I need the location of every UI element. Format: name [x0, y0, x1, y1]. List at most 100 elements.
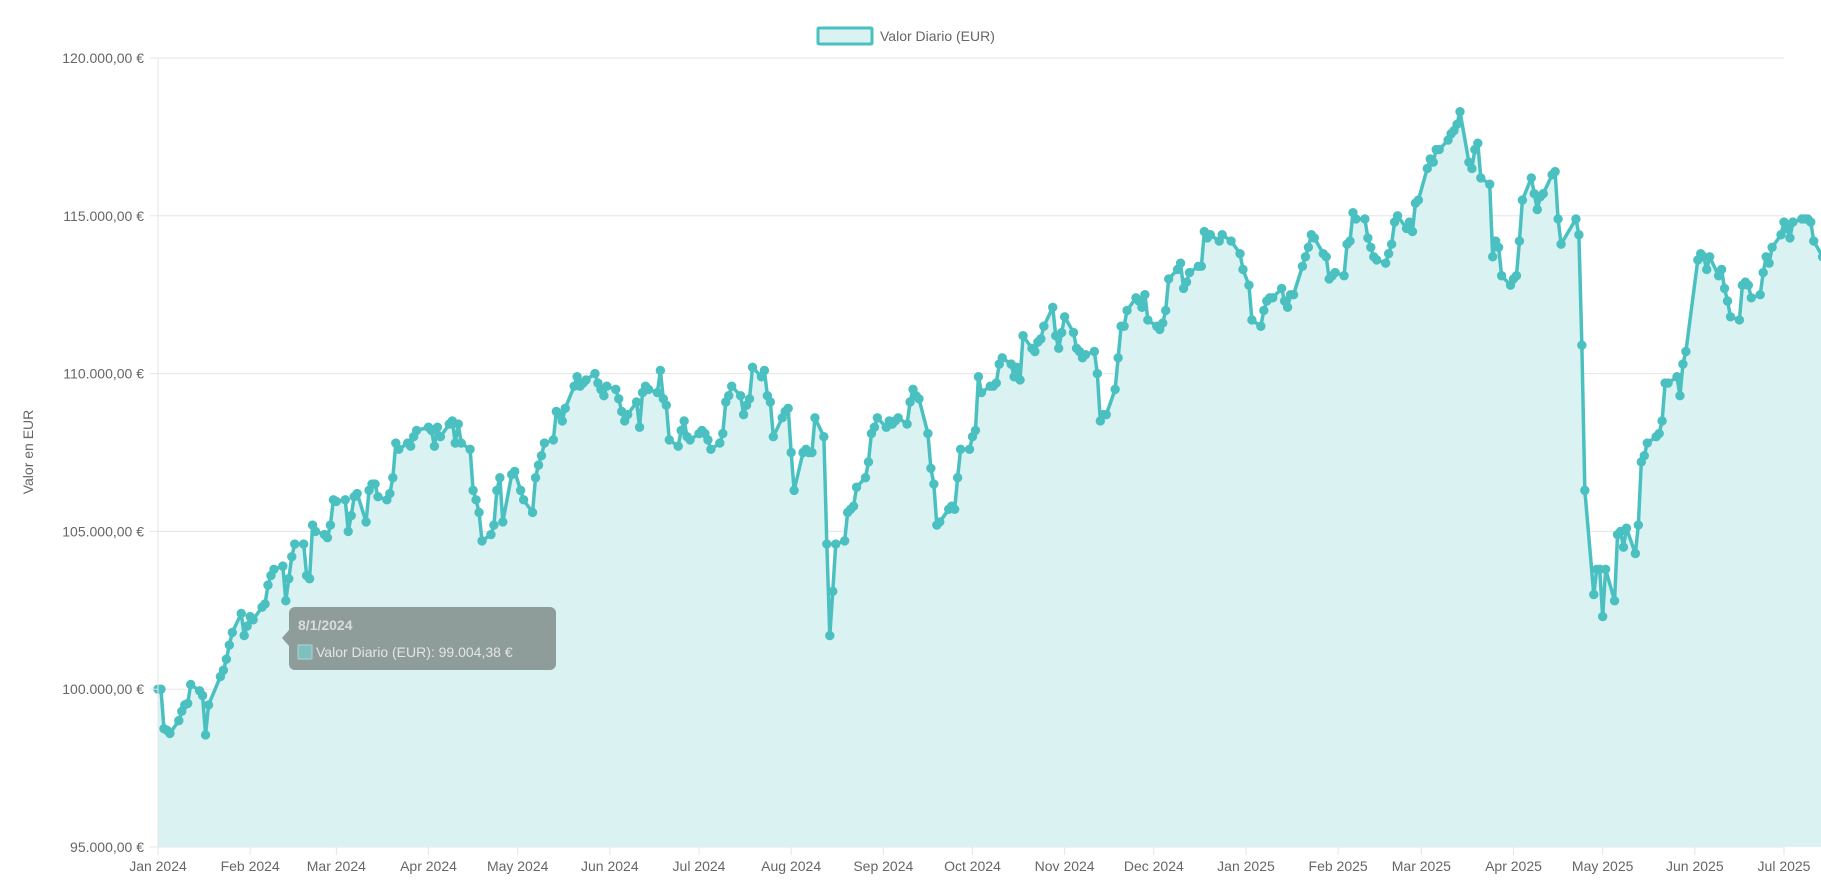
data-point[interactable] — [489, 520, 499, 530]
data-point[interactable] — [284, 574, 294, 584]
data-point[interactable] — [429, 441, 440, 451]
data-point[interactable] — [747, 362, 758, 372]
data-point[interactable] — [361, 517, 371, 527]
data-point[interactable] — [200, 730, 211, 740]
data-point[interactable] — [1663, 378, 1673, 388]
data-point[interactable] — [239, 630, 249, 641]
data-point[interactable] — [949, 504, 960, 515]
data-point[interactable] — [527, 507, 538, 518]
data-point[interactable] — [492, 485, 502, 496]
data-point[interactable] — [221, 654, 232, 664]
data-point[interactable] — [510, 466, 520, 477]
data-point[interactable] — [1247, 315, 1257, 325]
data-point[interactable] — [783, 403, 793, 414]
data-point[interactable] — [1716, 264, 1727, 275]
data-point[interactable] — [435, 432, 446, 442]
data-point[interactable] — [825, 630, 835, 641]
data-point[interactable] — [872, 413, 883, 423]
data-point[interactable] — [1413, 195, 1424, 205]
data-point[interactable] — [1782, 223, 1792, 234]
data-point[interactable] — [224, 640, 235, 650]
data-point[interactable] — [515, 485, 526, 496]
data-point[interactable] — [902, 419, 912, 429]
data-point[interactable] — [498, 517, 508, 527]
legend[interactable]: Valor Diario (EUR) — [816, 26, 995, 46]
data-point[interactable] — [789, 485, 799, 496]
data-point[interactable] — [926, 463, 936, 473]
data-point[interactable] — [533, 460, 544, 470]
data-point[interactable] — [530, 473, 541, 483]
data-point[interactable] — [807, 447, 817, 458]
data-point[interactable] — [1428, 157, 1438, 167]
data-point[interactable] — [1654, 428, 1664, 439]
data-point[interactable] — [1764, 258, 1774, 268]
data-point[interactable] — [203, 700, 214, 710]
data-point[interactable] — [1609, 596, 1620, 606]
data-point[interactable] — [1788, 217, 1798, 227]
data-point[interactable] — [718, 428, 728, 439]
data-point[interactable] — [1048, 302, 1058, 313]
data-point[interactable] — [352, 488, 362, 499]
data-point[interactable] — [281, 596, 291, 606]
data-point[interactable] — [1363, 233, 1373, 243]
data-point[interactable] — [1618, 542, 1629, 552]
data-point[interactable] — [1297, 261, 1308, 271]
data-point[interactable] — [1309, 233, 1320, 243]
data-point[interactable] — [664, 435, 674, 445]
data-point[interactable] — [676, 425, 686, 436]
data-point[interactable] — [848, 501, 859, 511]
data-point[interactable] — [1351, 214, 1361, 224]
data-point[interactable] — [1434, 144, 1444, 155]
data-point[interactable] — [1538, 189, 1548, 199]
data-point[interactable] — [679, 416, 689, 426]
data-point[interactable] — [405, 441, 416, 451]
data-point[interactable] — [1407, 226, 1418, 237]
data-point[interactable] — [1514, 236, 1525, 246]
data-point[interactable] — [1196, 261, 1207, 271]
data-point[interactable] — [1574, 230, 1584, 240]
data-point[interactable] — [548, 435, 559, 445]
data-point[interactable] — [557, 416, 567, 426]
data-point[interactable] — [388, 473, 398, 483]
data-point[interactable] — [923, 428, 933, 439]
data-point[interactable] — [631, 397, 642, 407]
data-point[interactable] — [1360, 214, 1370, 224]
data-point[interactable] — [955, 444, 966, 455]
data-point[interactable] — [1015, 375, 1025, 385]
data-point[interactable] — [1056, 327, 1067, 338]
data-point[interactable] — [1550, 166, 1560, 177]
legend-label[interactable]: Valor Diario (EUR) — [880, 28, 995, 44]
data-point[interactable] — [310, 526, 321, 537]
data-point[interactable] — [1110, 384, 1120, 395]
data-point[interactable] — [1657, 416, 1667, 426]
data-point[interactable] — [1366, 242, 1376, 253]
data-point[interactable] — [1755, 290, 1765, 300]
data-point[interactable] — [471, 495, 481, 505]
data-point[interactable] — [539, 438, 550, 448]
data-point[interactable] — [331, 496, 342, 507]
data-point[interactable] — [385, 488, 395, 499]
data-point[interactable] — [860, 473, 871, 483]
data-point[interactable] — [1380, 258, 1391, 268]
data-point[interactable] — [1597, 611, 1608, 622]
data-point[interactable] — [1580, 485, 1590, 496]
data-point[interactable] — [1345, 236, 1355, 246]
data-point[interactable] — [634, 422, 645, 432]
data-point[interactable] — [242, 621, 252, 631]
data-point[interactable] — [1282, 302, 1293, 313]
data-point[interactable] — [1039, 321, 1049, 331]
data-point[interactable] — [1339, 271, 1349, 281]
data-point[interactable] — [727, 381, 737, 391]
data-point[interactable] — [477, 536, 487, 546]
data-point[interactable] — [411, 425, 422, 436]
data-point[interactable] — [1571, 214, 1581, 224]
data-point[interactable] — [839, 536, 850, 546]
data-point[interactable] — [572, 372, 582, 382]
data-point[interactable] — [174, 715, 184, 726]
data-point[interactable] — [706, 444, 716, 455]
data-point[interactable] — [456, 438, 466, 448]
data-point[interactable] — [1681, 346, 1691, 357]
data-point[interactable] — [1163, 274, 1174, 284]
data-point[interactable] — [269, 564, 279, 574]
data-point[interactable] — [1806, 217, 1816, 227]
